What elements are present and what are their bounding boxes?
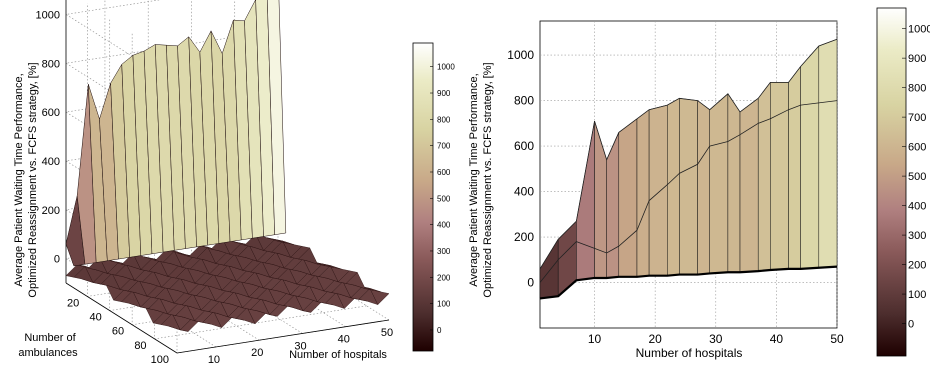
right-series-line-0 [539, 38, 838, 270]
left-xtick-3: 40 [338, 334, 350, 346]
right-cbtick-2: 200 [908, 260, 926, 272]
left-floor-cell [266, 237, 286, 244]
left-cbtick-4: 400 [437, 221, 451, 230]
left-cbtick-0: 0 [437, 326, 442, 335]
right-xtick-0: 10 [588, 332, 602, 346]
right-cbtick-5: 500 [908, 171, 926, 183]
left-axis-edge-0 [176, 319, 390, 354]
right-tick-labels: 10 20 30 40 50 0 200 400 600 800 1000 [507, 48, 844, 346]
right-colorbar-ticks: 0 100 200 300 400 500 600 700 800 900 1000 [902, 24, 930, 331]
right-surface-panel-7 [648, 104, 668, 276]
left-ztick-1: 200 [42, 205, 60, 217]
right-surface-panel-14 [757, 81, 771, 272]
left-cbtick-6: 600 [437, 168, 451, 177]
right-cbtick-1: 100 [908, 289, 926, 301]
right-cbtick-6: 600 [908, 142, 926, 154]
right-xtick-1: 20 [648, 332, 662, 346]
left-ytick-3: 80 [134, 340, 146, 352]
left-ztick-3: 600 [42, 107, 60, 119]
right-ylabel-line1: Average Patient Waiting Time Performance… [468, 73, 480, 286]
right-surface-panel-8 [667, 97, 680, 276]
right-series-line-1 [539, 100, 838, 283]
left-xtick-1: 20 [251, 347, 263, 359]
right-surface-panel-10 [697, 100, 710, 275]
right-ytick-3: 600 [514, 139, 534, 153]
left-ridge-panel-18 [267, 0, 287, 236]
left-cbtick-8: 800 [437, 115, 451, 124]
right-cbtick-9: 900 [908, 53, 926, 65]
left-zlabel-line2: Optimized Reassignment vs. FCFS strategy… [27, 62, 39, 297]
left-ytick-1: 40 [89, 312, 101, 324]
right-ytick-5: 1000 [507, 48, 534, 62]
left-xgrid-0 [104, 0, 217, 348]
left-surface-ridge [65, 0, 287, 267]
right-surface-panel-6 [636, 109, 650, 278]
right-ytick-0: 0 [527, 276, 534, 290]
left-cbtick-3: 300 [437, 247, 451, 256]
right-surface-panel-13 [739, 97, 759, 273]
right-xtick-2: 30 [709, 332, 723, 346]
left-cbtick-10: 1000 [437, 63, 455, 72]
right-surface-panel-16 [788, 65, 801, 270]
left-ytick-0: 20 [67, 297, 79, 309]
right-surface-panel-9 [679, 98, 698, 275]
left-xtick-4: 50 [381, 327, 393, 339]
right-surface-panel-15 [770, 82, 789, 271]
right-cbtick-8: 800 [908, 83, 926, 95]
right-surface-panel-17 [800, 45, 820, 270]
left-cbtick-7: 700 [437, 142, 451, 151]
left-tick-labels: 0 200 400 600 800 1000 10 20 30 40 50 20 40 60 80 100 [36, 9, 394, 366]
left-xlabel: Number of hospitals [289, 349, 387, 361]
right-cbtick-3: 300 [908, 230, 926, 242]
left-zlabel-line1: Average Patient Waiting Time Performance… [13, 73, 25, 286]
right-xtick-3: 40 [770, 332, 784, 346]
right-xlabel: Number of hospitals [636, 346, 743, 360]
right-surface-panel-11 [709, 93, 729, 274]
right-ytick-2: 400 [514, 185, 534, 199]
left-ztick-4: 800 [42, 58, 60, 70]
right-cbtick-0: 0 [908, 319, 914, 331]
right-xtick-4: 50 [830, 332, 844, 346]
left-xtick-2: 30 [294, 340, 306, 352]
left-ztick-0: 0 [54, 254, 60, 266]
left-ytick-2: 60 [112, 326, 124, 338]
left-ylabel-line2: ambulances [18, 347, 78, 359]
right-surface-panel-5 [618, 118, 638, 278]
left-cbtick-1: 100 [437, 300, 451, 309]
left-ytick-4: 100 [151, 354, 169, 366]
right-cbtick-7: 700 [908, 112, 926, 124]
left-colorbar-ticks: 0 100 200 300 400 500 600 700 800 900 1000 [430, 63, 455, 335]
right-surface-panel-12 [727, 92, 741, 273]
right-ytick-1: 200 [514, 230, 534, 244]
right-ytick-4: 800 [514, 94, 534, 108]
right-colorbar [876, 7, 907, 357]
right-series-line-2 [539, 265, 838, 300]
left-ztick-2: 400 [42, 156, 60, 168]
left-axis-edge-1 [65, 282, 178, 354]
left-ztick-5: 1000 [36, 9, 60, 21]
right-ylabel-line2: Optimized Reassignment vs. FCFS strategy… [482, 62, 494, 297]
right-cbtick-4: 400 [908, 201, 926, 213]
right-surface [539, 38, 838, 300]
left-cbtick-2: 200 [437, 273, 451, 282]
right-cbtick-10: 1000 [908, 24, 930, 36]
left-cbtick-9: 900 [437, 89, 451, 98]
left-surface-floor [65, 233, 390, 332]
left-colorbar [412, 42, 434, 352]
left-xtick-0: 10 [208, 354, 220, 366]
left-cbtick-5: 500 [437, 194, 451, 203]
left-ylabel-line1: Number of [24, 332, 76, 344]
right-surface-panel-18 [818, 38, 838, 269]
